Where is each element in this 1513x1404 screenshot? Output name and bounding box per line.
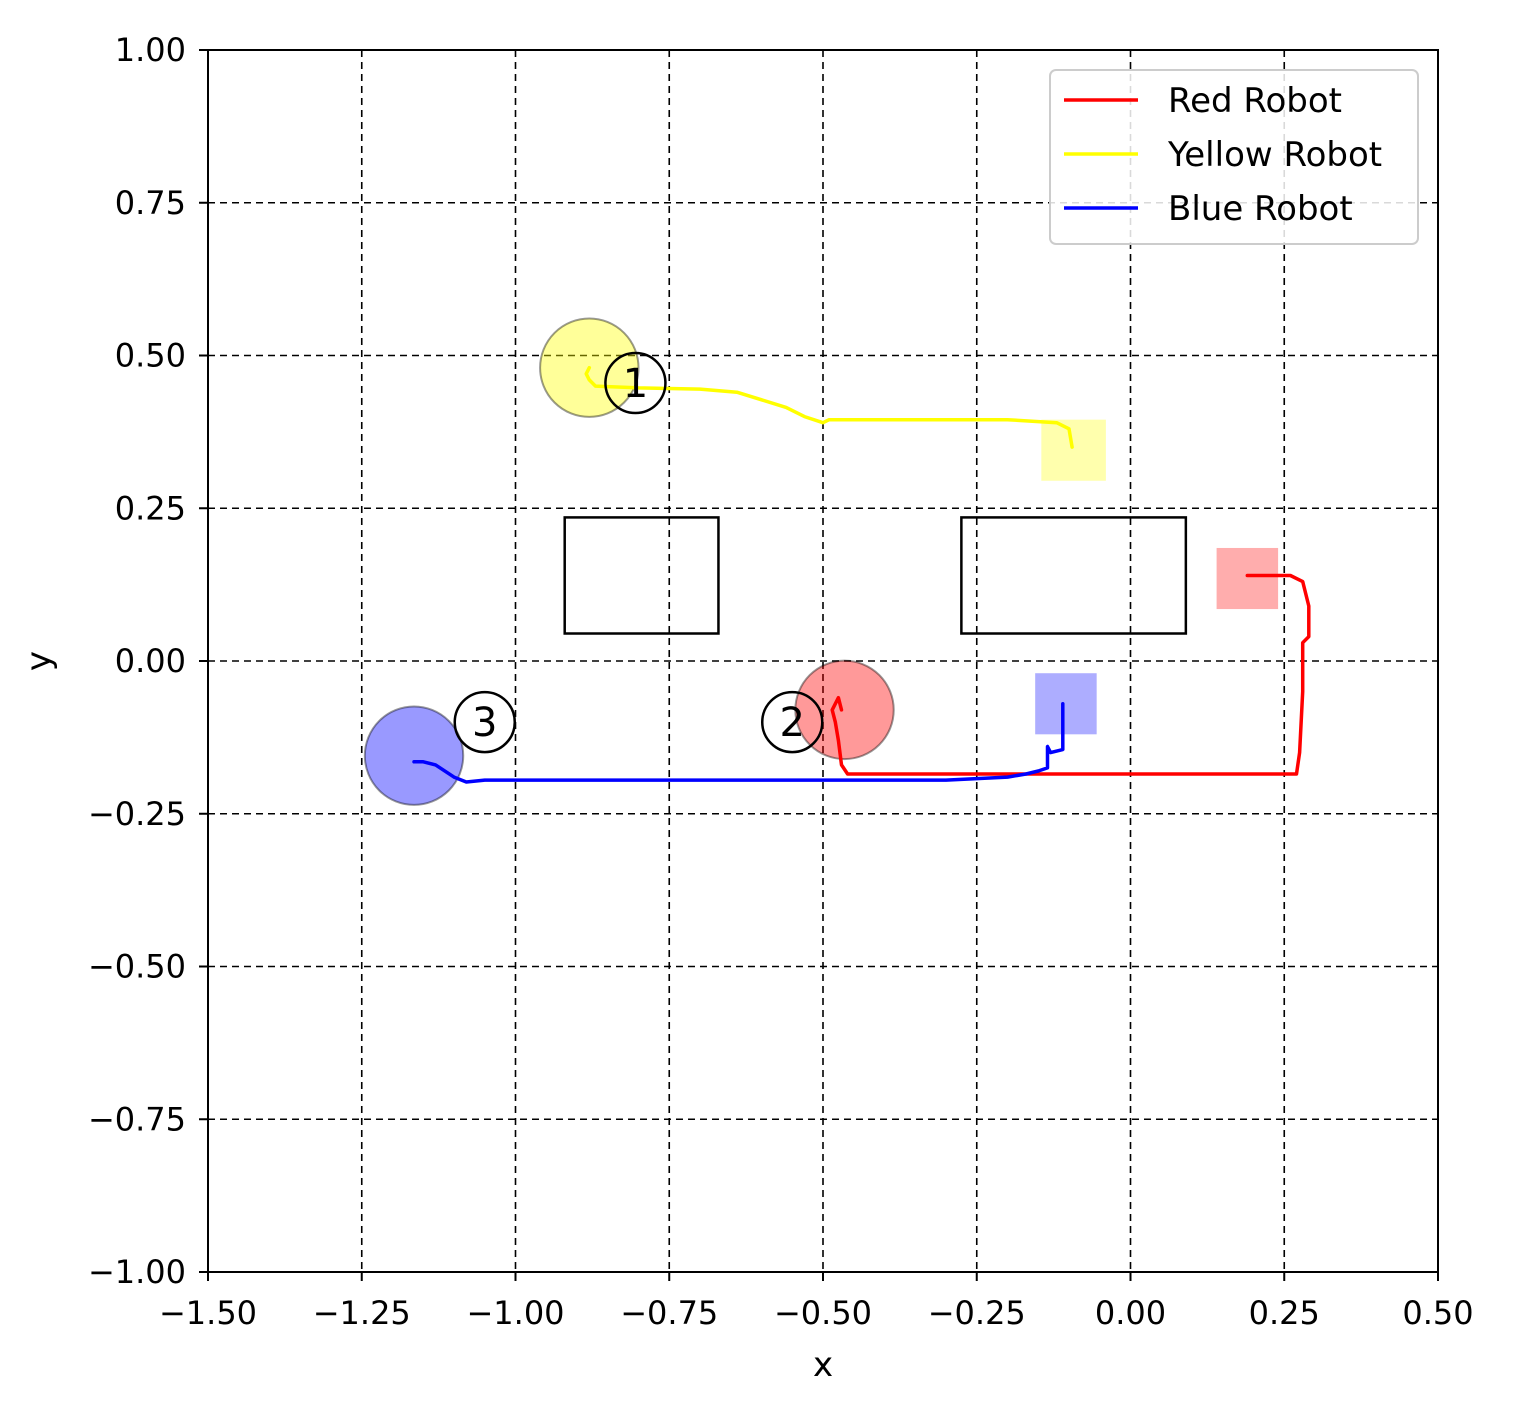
obstacle-right [960, 516, 1188, 635]
y-tick-label: −0.50 [88, 948, 186, 986]
x-tick-label: −1.25 [313, 1294, 411, 1332]
x-tick-label: −0.25 [928, 1294, 1026, 1332]
axis-ticks: −1.50 −1.25 −1.00 −0.75 −0.50 −0.25 0.00 0.25 0.… [88, 31, 1474, 1332]
robot-1-label: 1 [623, 361, 648, 407]
obstacle-left [563, 516, 720, 635]
series-line-1 [584, 365, 1074, 449]
robot-2-body [794, 659, 895, 761]
robot-bodies [363, 317, 895, 806]
legend-label-1: Yellow Robot [1167, 135, 1382, 175]
legend-box [1049, 69, 1419, 245]
series-line-0 [830, 573, 1311, 776]
y-tick-label: 0.50 [115, 337, 186, 375]
y-tick-label: 0.25 [115, 489, 186, 527]
y-tick-label: −0.75 [88, 1100, 186, 1138]
y-tick-label: 0.00 [115, 642, 186, 680]
goal-red [1216, 547, 1279, 610]
legend-label-2: Blue Robot [1168, 189, 1353, 229]
robot-3-body [363, 705, 465, 806]
goal-markers [1035, 419, 1279, 735]
x-tick-label: −0.75 [620, 1294, 718, 1332]
x-axis-title: x [813, 1345, 833, 1385]
goal-yellow [1041, 419, 1106, 481]
robot-number-badges: 1 2 3 [453, 351, 824, 754]
robot-3-badge [453, 690, 516, 754]
x-tick-label: 0.25 [1249, 1294, 1320, 1332]
legend-label-0: Red Robot [1168, 81, 1342, 121]
robot-2-badge [761, 690, 824, 754]
y-tick-label: −1.00 [88, 1253, 186, 1291]
robot-1-badge [604, 351, 667, 415]
x-tick-label: −1.50 [159, 1294, 257, 1332]
robot-3-label: 3 [472, 700, 497, 746]
trajectory-lines [412, 365, 1311, 784]
robot-2-label: 2 [780, 700, 805, 746]
legend: Red Robot Yellow Robot Blue Robot [1049, 69, 1419, 245]
obstacles [563, 516, 1188, 635]
x-tick-label: −1.00 [466, 1294, 564, 1332]
x-tick-label: −0.50 [774, 1294, 872, 1332]
y-tick-label: 1.00 [115, 31, 186, 69]
x-tick-label: 0.50 [1402, 1294, 1473, 1332]
y-axis-title: y [19, 651, 59, 671]
y-tick-label: −0.25 [88, 795, 186, 833]
goal-blue [1035, 673, 1097, 735]
series-line-2 [412, 702, 1065, 784]
y-tick-label: 0.75 [115, 184, 186, 222]
x-tick-label: 0.00 [1095, 1294, 1166, 1332]
